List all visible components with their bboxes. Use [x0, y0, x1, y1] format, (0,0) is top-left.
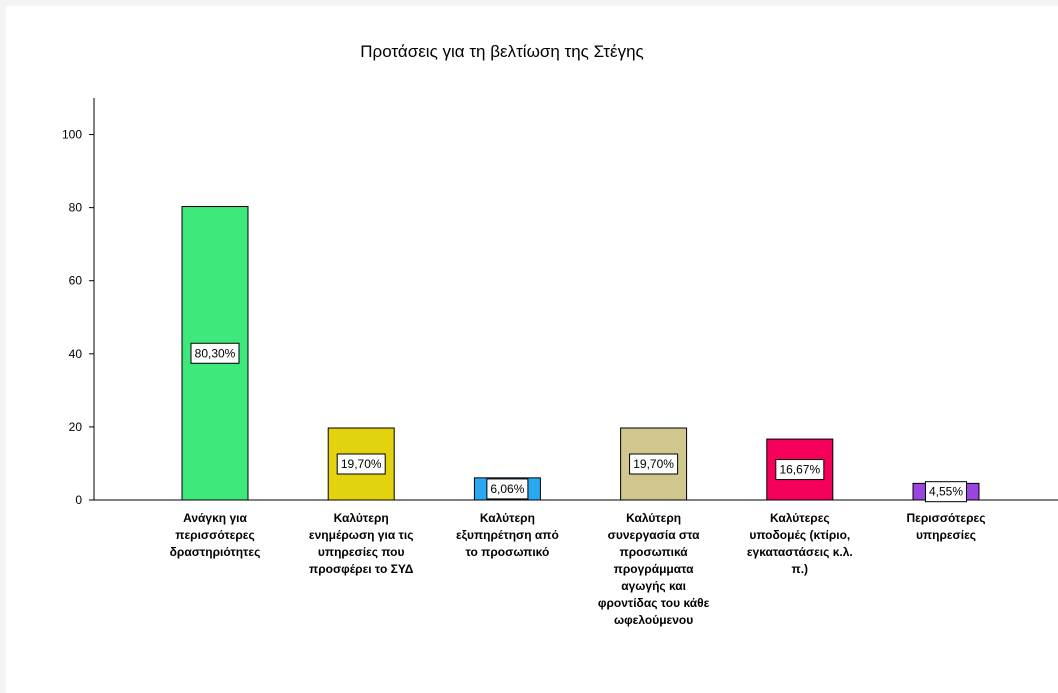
category-label: Καλύτερη ενημέρωση για τις υπηρεσίες που πρ…	[309, 511, 414, 576]
category-label-line: π.)	[792, 562, 809, 576]
data-label: 4,55%	[929, 485, 963, 499]
chart-title: Προτάσεις για τη βελτίωση της Στέγης	[360, 42, 643, 61]
category-label-line: φροντίδας του κάθε	[598, 596, 710, 610]
category-label: Περισσότερες υπηρεσίες	[907, 511, 986, 542]
category-label-line: Καλύτερη	[480, 511, 535, 525]
data-label-box	[190, 342, 240, 364]
data-label-box	[486, 478, 529, 500]
category-label-line: ενημέρωση για τις	[309, 528, 414, 542]
category-label-line: Ανάγκη για	[183, 511, 247, 525]
category-label-line: ωφελούμενου	[614, 613, 693, 627]
category-label-line: υπηρεσίες	[916, 528, 976, 542]
category-label: Καλύτερη συνεργασία στα προσωπικά προγράμμα…	[598, 511, 710, 627]
data-label: 19,70%	[341, 457, 382, 471]
category-labels: Ανάγκη για περισσότερες δραστηριότητες Καλύ…	[170, 511, 986, 627]
data-label-box	[629, 453, 679, 475]
category-label-line: Περισσότερες	[907, 511, 986, 525]
category-label-line: εγκαταστάσεις κ.λ.	[747, 545, 853, 559]
category-label-line: Καλύτερες	[770, 511, 830, 525]
chart-frame: Προτάσεις για τη βελτίωση της Στέγης 0 20…	[6, 6, 1058, 693]
category-label-line: Καλύτερη	[626, 511, 681, 525]
y-tick-label: 60	[69, 274, 83, 288]
category-label-line: προσφέρει το ΣΥΔ	[309, 562, 414, 576]
y-tick-label: 20	[69, 420, 83, 434]
category-label-line: το προσωπικό	[466, 545, 550, 559]
category-label-line: Καλύτερη	[334, 511, 389, 525]
data-label-box	[925, 481, 967, 503]
category-label: Καλύτερη εξυπηρέτηση από το προσωπικό	[456, 511, 559, 559]
category-label: Καλύτερες υποδομές (κτίριο, εγκαταστάσεις …	[747, 511, 853, 576]
category-label-line: υπηρεσίες που	[318, 545, 405, 559]
category-label-line: προγράμματα	[614, 562, 694, 576]
category-label-line: δραστηριότητες	[170, 545, 261, 559]
data-label-box	[775, 459, 825, 481]
data-label: 19,70%	[633, 457, 674, 471]
category-label-line: αγωγής και	[621, 579, 686, 593]
y-tick-label: 100	[62, 128, 82, 142]
data-label: 16,67%	[779, 463, 820, 477]
category-label-line: προσωπικά	[620, 545, 689, 559]
y-tick-label: 40	[69, 347, 83, 361]
category-label: Ανάγκη για περισσότερες δραστηριότητες	[170, 511, 261, 559]
data-label-box	[336, 453, 386, 475]
data-label: 80,30%	[195, 346, 236, 360]
bar-chart: Προτάσεις για τη βελτίωση της Στέγης 0 20…	[62, 42, 1058, 627]
axes: 0 20 40 60 80 100	[62, 98, 1058, 507]
y-tick-label: 0	[75, 493, 82, 507]
category-label-line: περισσότερες	[175, 528, 254, 542]
category-label-line: συνεργασία στα	[608, 528, 701, 542]
bars: 80,30% 19,70% 6,06% 19,70% 16,67% 4,55%	[181, 206, 980, 503]
category-label-line: εξυπηρέτηση από	[456, 528, 559, 542]
data-label: 6,06%	[490, 482, 524, 496]
category-label-line: υποδομές (κτίριο,	[749, 528, 850, 542]
y-tick-label: 80	[69, 201, 83, 215]
